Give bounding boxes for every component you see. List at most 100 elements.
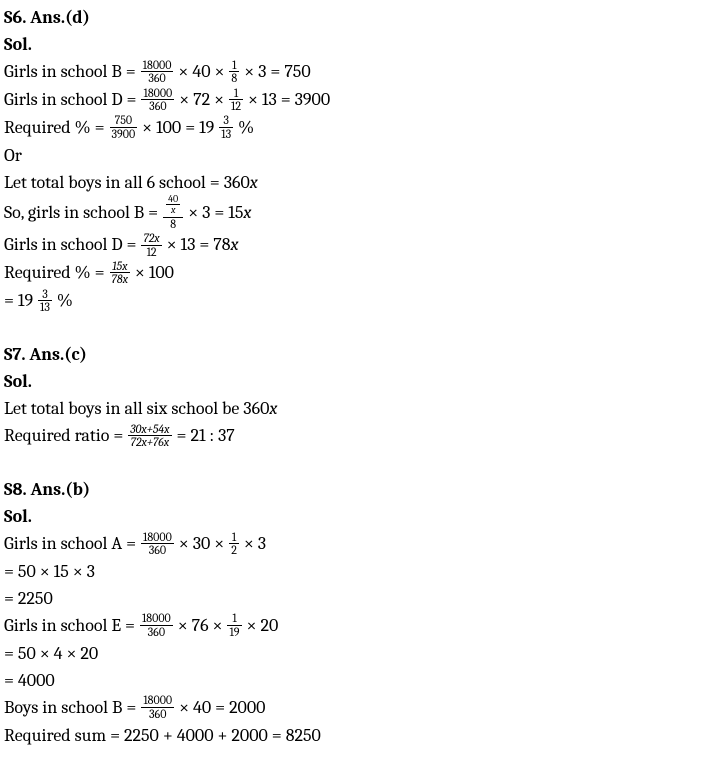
- fraction: 18000 360: [141, 59, 174, 85]
- numerator: 1: [227, 612, 241, 626]
- section-gap: [4, 315, 722, 341]
- inner-den: x: [166, 205, 180, 216]
- denominator: 8: [229, 72, 239, 85]
- nested-fraction: 40 x 8: [163, 195, 183, 231]
- s8-line2: = 50 × 15 × 3: [4, 558, 722, 585]
- denominator: 12: [141, 246, 161, 259]
- text: × 40 ×: [178, 61, 228, 82]
- denominator: 72x+76x: [128, 436, 171, 449]
- text: × 3 = 15: [188, 202, 243, 223]
- s6-line6: Girls in school D = 72x 12 × 13 = 78x: [4, 231, 722, 259]
- numerator: 40 x: [163, 195, 183, 218]
- variable-x: x: [243, 202, 251, 223]
- text: = 19: [4, 290, 37, 311]
- s6-sol: Sol.: [4, 31, 722, 58]
- fraction: 72x 12: [141, 232, 161, 258]
- text: Required % =: [4, 262, 109, 283]
- s6-line7: Required % = 15x 78x × 100: [4, 259, 722, 287]
- text: Let total boys in all 6 school = 360: [4, 172, 250, 193]
- denominator: 3900: [110, 128, 138, 141]
- denominator: 12: [229, 100, 243, 113]
- s8-line4: Girls in school E = 18000 360 × 76 × 1 1…: [4, 612, 722, 640]
- variable-x: x: [250, 172, 258, 193]
- text: Let total boys in all six school be 360: [4, 398, 269, 419]
- denominator: 13: [219, 128, 233, 141]
- denominator: 360: [140, 626, 173, 639]
- denominator: 360: [141, 544, 174, 557]
- fraction: 3 13: [38, 288, 52, 314]
- text: Girls in school D =: [4, 234, 140, 255]
- text: × 3: [244, 533, 266, 554]
- s7-sol: Sol.: [4, 368, 722, 395]
- text: Girls in school E =: [4, 615, 139, 636]
- numerator: 18000: [141, 694, 174, 708]
- numerator: 3: [219, 114, 233, 128]
- text: × 72 ×: [179, 89, 228, 110]
- denominator: 360: [141, 100, 174, 113]
- numerator: 1: [229, 531, 239, 545]
- s6-line4: Let total boys in all 6 school = 360x: [4, 169, 722, 196]
- s7-line2: Required ratio = 30x+54x 72x+76x = 21 : …: [4, 422, 722, 450]
- fraction: 15x 78x: [110, 260, 130, 286]
- denominator: 78x: [110, 273, 130, 286]
- fraction: 1 19: [227, 612, 241, 638]
- denominator: 360: [141, 72, 174, 85]
- text: Girls in school A =: [4, 533, 140, 554]
- fraction: 3 13: [219, 114, 233, 140]
- text: × 40 = 2000: [179, 697, 265, 718]
- variable-x: x: [269, 398, 277, 419]
- fraction: 1 8: [229, 59, 239, 85]
- s8-line5: = 50 × 4 × 20: [4, 640, 722, 667]
- numerator: 18000: [141, 59, 174, 73]
- numerator: 30x+54x: [128, 423, 171, 437]
- fraction: 18000 360: [141, 694, 174, 720]
- text: × 30 ×: [179, 533, 228, 554]
- denominator: 360: [141, 708, 174, 721]
- text: Required % =: [4, 117, 109, 138]
- denominator: 8: [163, 218, 183, 231]
- text: %: [238, 117, 254, 138]
- fraction: 18000 360: [141, 531, 174, 557]
- numerator: 750: [110, 114, 138, 128]
- numerator: 18000: [141, 531, 174, 545]
- s6-or: Or: [4, 142, 722, 169]
- s6-line8: = 19 3 13 %: [4, 287, 722, 315]
- denominator: 19: [227, 626, 241, 639]
- s6-line1: Girls in school B = 18000 360 × 40 × 1 8…: [4, 58, 722, 86]
- text: × 100: [135, 262, 174, 283]
- fraction: 1 2: [229, 531, 239, 557]
- numerator: 15x: [110, 260, 130, 274]
- s8-line6: = 4000: [4, 667, 722, 694]
- fraction: 30x+54x 72x+76x: [128, 423, 171, 449]
- numerator: 18000: [141, 87, 174, 101]
- s7-line1: Let total boys in all six school be 360x: [4, 395, 722, 422]
- fraction: 750 3900: [110, 114, 138, 140]
- numerator: 18000: [140, 612, 173, 626]
- text: × 13 = 78: [167, 234, 231, 255]
- denominator: 13: [38, 301, 52, 314]
- s6-line5: So, girls in school B = 40 x 8 × 3 = 15x: [4, 196, 722, 232]
- text: = 21 : 37: [177, 425, 235, 446]
- s6-line2: Girls in school D = 18000 360 × 72 × 1 1…: [4, 86, 722, 114]
- text: × 76 ×: [178, 615, 227, 636]
- s8-sol: Sol.: [4, 503, 722, 530]
- text: Girls in school B =: [4, 61, 140, 82]
- text: Boys in school B =: [4, 697, 140, 718]
- text: × 13 = 3900: [248, 89, 330, 110]
- s6-line3: Required % = 750 3900 × 100 = 19 3 13 %: [4, 114, 722, 142]
- numerator: 72x: [141, 232, 161, 246]
- variable-x: x: [230, 234, 238, 255]
- numerator: 3: [38, 288, 52, 302]
- s6-heading: S6. Ans.(d): [4, 4, 722, 31]
- s8-line1: Girls in school A = 18000 360 × 30 × 1 2…: [4, 530, 722, 558]
- inner-fraction: 40 x: [166, 194, 180, 216]
- denominator: 2: [229, 544, 239, 557]
- s8-line3: = 2250: [4, 585, 722, 612]
- text: × 100 = 19: [142, 117, 218, 138]
- fraction: 1 12: [229, 87, 243, 113]
- text: %: [57, 290, 73, 311]
- s7-heading: S7. Ans.(c): [4, 341, 722, 368]
- section-gap: [4, 450, 722, 476]
- numerator: 1: [229, 87, 243, 101]
- text: Required ratio =: [4, 425, 127, 446]
